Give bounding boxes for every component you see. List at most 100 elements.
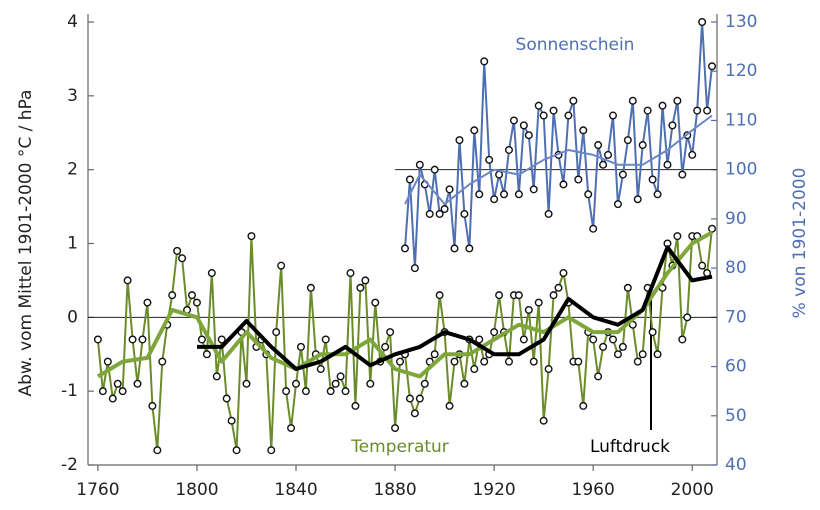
data-point bbox=[698, 18, 707, 27]
data-point bbox=[267, 446, 276, 455]
data-point bbox=[207, 269, 216, 278]
data-point bbox=[292, 379, 301, 388]
data-point bbox=[638, 350, 647, 359]
annotation: Sonnenschein bbox=[516, 35, 635, 55]
series-line bbox=[96, 230, 713, 379]
data-point bbox=[633, 195, 642, 204]
data-point bbox=[579, 401, 588, 410]
data-point bbox=[222, 394, 231, 403]
data-point bbox=[628, 96, 637, 105]
data-point bbox=[272, 328, 281, 337]
data-point bbox=[485, 155, 494, 164]
data-point bbox=[450, 357, 459, 366]
data-point bbox=[693, 106, 702, 115]
data-point bbox=[435, 291, 444, 300]
data-point bbox=[93, 335, 102, 344]
data-point bbox=[445, 401, 454, 410]
data-point bbox=[113, 379, 122, 388]
y2-tick-label: 40 bbox=[725, 455, 747, 475]
data-point bbox=[623, 136, 632, 145]
data-point bbox=[356, 283, 365, 292]
data-point bbox=[217, 335, 226, 344]
data-point bbox=[559, 180, 568, 189]
data-point bbox=[133, 379, 142, 388]
data-point bbox=[490, 328, 499, 337]
y2-tick-label: 110 bbox=[725, 110, 757, 130]
data-point bbox=[564, 111, 573, 120]
data-point bbox=[618, 342, 627, 351]
data-point bbox=[633, 357, 642, 366]
data-point bbox=[108, 394, 117, 403]
data-point bbox=[396, 357, 405, 366]
data-point bbox=[282, 387, 291, 396]
data-point bbox=[381, 342, 390, 351]
data-point bbox=[678, 170, 687, 179]
x-tick-label: 1920 bbox=[472, 480, 515, 500]
data-point bbox=[638, 141, 647, 150]
y-axis-label: Abw. vom Mittel 1901-2000 °C / hPa bbox=[16, 90, 36, 397]
data-point bbox=[331, 379, 340, 388]
data-point bbox=[519, 335, 528, 344]
data-point bbox=[599, 160, 608, 169]
data-point bbox=[544, 365, 553, 374]
data-point bbox=[277, 261, 286, 270]
data-point bbox=[178, 254, 187, 263]
x-tick-label: 1960 bbox=[572, 480, 615, 500]
data-point bbox=[475, 335, 484, 344]
data-point bbox=[613, 200, 622, 209]
data-point bbox=[346, 269, 355, 278]
data-point bbox=[118, 387, 127, 396]
data-point bbox=[326, 387, 335, 396]
data-point bbox=[658, 101, 667, 110]
data-point bbox=[703, 106, 712, 115]
data-point bbox=[336, 372, 345, 381]
data-point bbox=[455, 136, 464, 145]
data-point bbox=[123, 276, 132, 285]
data-point bbox=[594, 372, 603, 381]
data-point bbox=[405, 394, 414, 403]
y2-tick-label: 70 bbox=[725, 307, 747, 327]
data-point bbox=[420, 379, 429, 388]
data-point bbox=[366, 379, 375, 388]
data-point bbox=[410, 264, 419, 273]
y2-tick-label: 80 bbox=[725, 258, 747, 278]
y-tick-label: -2 bbox=[61, 455, 78, 475]
data-point bbox=[643, 106, 652, 115]
data-point bbox=[504, 357, 513, 366]
y-tick-label: 3 bbox=[67, 86, 78, 106]
data-point bbox=[361, 276, 370, 285]
data-point bbox=[386, 328, 395, 337]
data-point bbox=[708, 224, 717, 233]
data-point bbox=[202, 350, 211, 359]
data-point bbox=[341, 387, 350, 396]
data-point bbox=[524, 131, 533, 140]
data-point bbox=[668, 121, 677, 130]
data-point bbox=[490, 195, 499, 204]
data-point bbox=[604, 150, 613, 159]
data-point bbox=[653, 350, 662, 359]
y2-tick-label: 100 bbox=[725, 160, 757, 180]
data-point bbox=[574, 357, 583, 366]
data-point bbox=[143, 298, 152, 307]
data-point bbox=[539, 111, 548, 120]
y2-axis-label: % von 1901-2000 bbox=[790, 168, 810, 319]
data-point bbox=[688, 150, 697, 159]
data-point bbox=[153, 446, 162, 455]
data-point bbox=[539, 416, 548, 425]
data-point bbox=[158, 357, 167, 366]
data-point bbox=[514, 190, 523, 199]
data-point bbox=[227, 416, 236, 425]
data-point bbox=[514, 291, 523, 300]
data-point bbox=[529, 357, 538, 366]
data-point bbox=[519, 121, 528, 130]
data-point bbox=[415, 160, 424, 169]
data-point bbox=[623, 283, 632, 292]
data-point bbox=[708, 62, 717, 71]
data-point bbox=[470, 365, 479, 374]
data-point bbox=[648, 328, 657, 337]
data-point bbox=[569, 96, 578, 105]
data-point bbox=[608, 111, 617, 120]
data-point bbox=[450, 244, 459, 253]
data-point bbox=[574, 175, 583, 184]
